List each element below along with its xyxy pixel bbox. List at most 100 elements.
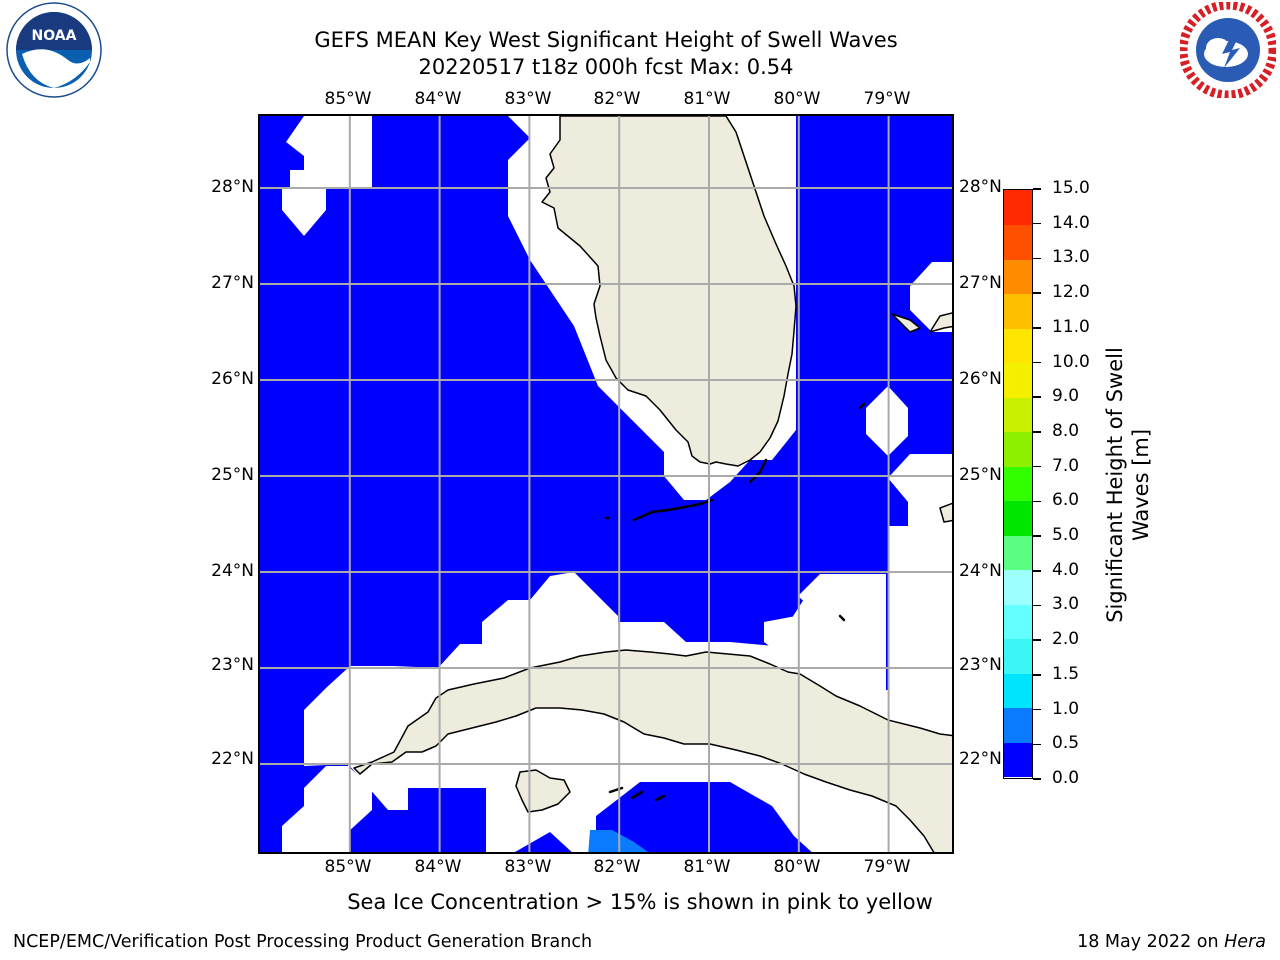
- lat-label-left: 27°N: [211, 273, 254, 293]
- lat-label-right: 26°N: [959, 369, 1002, 389]
- colorbar-tick-label: 2.0: [1052, 629, 1080, 650]
- sea-ice-note: Sea Ice Concentration > 15% is shown in …: [347, 890, 933, 914]
- lat-label-right: 25°N: [959, 465, 1002, 485]
- lon-label-bottom: 83°W: [504, 857, 552, 877]
- lon-label-bottom: 80°W: [773, 857, 821, 877]
- colorbar-tick: [1033, 708, 1041, 711]
- colorbar-tick: [1033, 639, 1041, 641]
- colorbar-tick: [1033, 396, 1041, 398]
- colorbar-segment: [1004, 466, 1032, 502]
- colorbar-segment: [1004, 431, 1032, 467]
- nodata-region: [910, 262, 952, 332]
- lon-label-bottom: 85°W: [324, 857, 372, 877]
- colorbar-tick: [1033, 743, 1041, 746]
- colorbar-tick-label: 5.0: [1052, 525, 1080, 546]
- colorbar-segment: [1004, 500, 1032, 536]
- colorbar-segment: [1004, 328, 1032, 364]
- colorbar-tick-label: 7.0: [1052, 455, 1080, 476]
- lat-label-left: 25°N: [211, 465, 254, 485]
- colorbar-segment: [1004, 638, 1032, 674]
- footer-date-text: 18 May 2022 on: [1077, 932, 1225, 952]
- colorbar-tick: [1033, 188, 1041, 190]
- lat-label-right: 28°N: [959, 177, 1002, 197]
- footer-credit: NCEP/EMC/Verification Post Processing Pr…: [13, 932, 593, 952]
- chart-subtitle: 20220517 t18z 000h fcst Max: 0.54: [418, 55, 794, 79]
- colorbar-tick: [1033, 292, 1041, 294]
- lat-label-right: 24°N: [959, 561, 1002, 581]
- lon-label-top: 83°W: [504, 89, 552, 109]
- lon-label-bottom: 82°W: [593, 857, 641, 877]
- lat-label-right: 22°N: [959, 749, 1002, 769]
- colorbar-tick-label: 4.0: [1052, 559, 1080, 580]
- colorbar-tick: [1033, 604, 1041, 607]
- bahamas-grand: [891, 313, 921, 333]
- colorbar-tick-label: 0.5: [1052, 733, 1080, 754]
- colorbar-tick-label: 13.0: [1052, 247, 1090, 268]
- colorbar-tick: [1033, 361, 1041, 364]
- colorbar-tick: [1033, 535, 1041, 537]
- colorbar-segment: [1004, 535, 1032, 571]
- colorbar-label-line2: Waves [m]: [1129, 428, 1153, 542]
- colorbar-segment: [1004, 224, 1032, 260]
- colorbar-tick: [1033, 465, 1041, 468]
- colorbar-segment: [1004, 293, 1032, 329]
- colorbar-segment: [1004, 259, 1032, 295]
- graticule: [260, 116, 952, 852]
- land: [353, 116, 952, 852]
- colorbar-tick: [1033, 257, 1041, 260]
- colorbar-segment: [1004, 397, 1032, 433]
- bahamas-andros: [929, 312, 952, 333]
- lon-label-top: 82°W: [593, 89, 641, 109]
- florida-peninsula: [541, 116, 797, 467]
- colorbar-tick-label: 8.0: [1052, 420, 1080, 441]
- colorbar-segment: [1004, 742, 1032, 778]
- colorbar-tick-label: 11.0: [1052, 316, 1090, 337]
- lat-label-left: 26°N: [211, 369, 254, 389]
- colorbar-tick-label: 1.0: [1052, 698, 1080, 719]
- lat-label-left: 28°N: [211, 177, 254, 197]
- chart-title: GEFS MEAN Key West Significant Height of…: [314, 28, 898, 52]
- nodata-region: [304, 766, 372, 832]
- colorbar-tick: [1033, 570, 1041, 572]
- colorbar-tick-label: 14.0: [1052, 212, 1090, 233]
- nws-logo: [1178, 0, 1278, 100]
- colorbar-segment: [1004, 604, 1032, 640]
- nodata-region: [282, 188, 326, 236]
- lon-label-bottom: 79°W: [863, 857, 911, 877]
- lon-label-top: 84°W: [414, 89, 462, 109]
- colorbar-tick-label: 15.0: [1052, 178, 1090, 198]
- lat-label-right: 27°N: [959, 273, 1002, 293]
- colorbar: [1003, 189, 1033, 779]
- lat-label-left: 22°N: [211, 749, 254, 769]
- cuba: [353, 649, 952, 852]
- colorbar-tick-label: 12.0: [1052, 282, 1090, 303]
- footer-date: 18 May 2022 on Hera: [1077, 932, 1266, 952]
- lat-label-left: 23°N: [211, 655, 254, 675]
- colorbar-tick-label: 9.0: [1052, 386, 1080, 407]
- colorbar-segment: [1004, 569, 1032, 605]
- nodata-region: [866, 386, 908, 456]
- colorbar-segment: [1004, 673, 1032, 709]
- lon-label-top: 85°W: [324, 89, 372, 109]
- colorbar-tick: [1033, 431, 1041, 433]
- lon-label-bottom: 84°W: [414, 857, 462, 877]
- colorbar-tick: [1033, 778, 1041, 780]
- colorbar-segment: [1004, 707, 1032, 743]
- colorbar-tick: [1033, 674, 1041, 676]
- lat-label-left: 24°N: [211, 561, 254, 581]
- nodata-region: [764, 616, 820, 666]
- colorbar-segment: [1004, 190, 1032, 226]
- colorbar-label-line1: Significant Height of Swell: [1103, 347, 1127, 623]
- noaa-logo: NOAA: [6, 2, 102, 98]
- lon-label-bottom: 81°W: [683, 857, 731, 877]
- colorbar-tick-label: 0.0: [1052, 768, 1080, 788]
- colorbar-tick: [1033, 222, 1041, 225]
- lon-label-top: 81°W: [683, 89, 731, 109]
- noaa-logo-text: NOAA: [32, 28, 77, 44]
- colorbar-tick-label: 1.5: [1052, 663, 1080, 684]
- bahamas-small: [939, 502, 952, 523]
- colorbar-tick-label: 10.0: [1052, 351, 1090, 372]
- lon-label-top: 80°W: [773, 89, 821, 109]
- colorbar-segment: [1004, 362, 1032, 398]
- colorbar-tick: [1033, 327, 1041, 329]
